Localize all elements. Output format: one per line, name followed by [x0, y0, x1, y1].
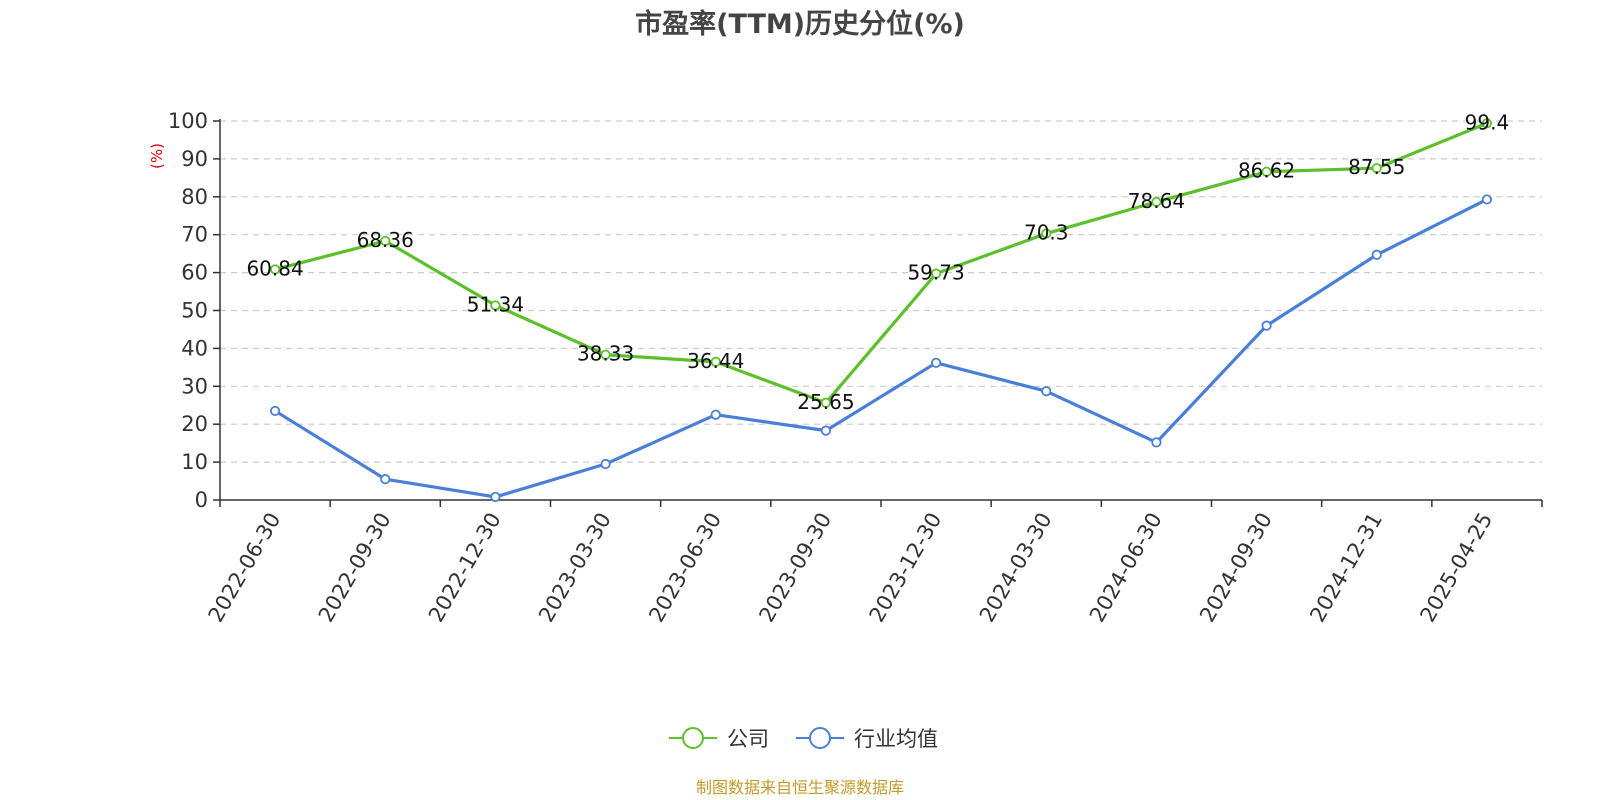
legend-item-1[interactable]: 行业均值 — [796, 727, 938, 751]
y-tick-label: 80 — [181, 185, 208, 209]
data-point — [930, 268, 942, 279]
source-note: 制图数据来自恒生聚源数据库 — [696, 778, 904, 797]
data-point — [1481, 118, 1493, 129]
data-point — [1261, 320, 1272, 331]
x-tick-label: 2024-06-30 — [1085, 509, 1167, 627]
data-label: 59.73 — [907, 261, 964, 285]
data-point — [820, 397, 832, 408]
data-point — [380, 474, 391, 485]
data-labels: 60.84 68.36 51.34 38.33 36.44 25.65 59.73 70.3 7… — [246, 110, 1509, 414]
data-point — [269, 264, 281, 275]
legend-label: 行业均值 — [854, 727, 938, 751]
data-point — [490, 491, 501, 503]
y-tick-label: 30 — [181, 374, 208, 398]
x-tick-label: 2025-04-25 — [1415, 509, 1497, 627]
data-label: 86.62 — [1238, 159, 1295, 183]
data-point — [269, 405, 281, 417]
data-label: 68.36 — [357, 228, 414, 252]
data-label: 60.84 — [246, 256, 303, 280]
x-tick-label: 2023-03-30 — [534, 509, 616, 627]
series-line-0 — [274, 121, 1488, 405]
grid-lines — [220, 120, 1542, 463]
data-label: 87.55 — [1348, 155, 1405, 179]
x-tick-label: 2023-09-30 — [754, 509, 836, 627]
y-tick-label: 70 — [181, 223, 208, 247]
data-point — [710, 409, 721, 420]
x-tick-label: 2022-06-30 — [204, 509, 286, 627]
y-tick-label: 100 — [168, 109, 208, 133]
data-point — [820, 425, 832, 436]
legend-label: 公司 — [727, 727, 769, 751]
data-point — [1041, 386, 1052, 397]
y-tick-label: 90 — [181, 147, 208, 171]
legend-item-0[interactable]: 公司 — [669, 727, 769, 751]
data-label: 51.34 — [467, 292, 524, 316]
data-point — [930, 357, 942, 368]
x-tick-label: 2024-03-30 — [975, 509, 1057, 627]
y-tick-label: 50 — [181, 299, 208, 323]
data-point — [600, 458, 611, 470]
x-tick-label: 2022-12-30 — [424, 509, 506, 627]
x-tick-label: 2022-09-30 — [314, 509, 396, 627]
x-tick-label: 2024-09-30 — [1195, 509, 1277, 627]
data-point — [600, 349, 611, 360]
legend-marker — [809, 727, 831, 749]
data-label: 99.4 — [1465, 110, 1510, 134]
data-label: 78.64 — [1128, 189, 1185, 213]
chart-title: 市盈率(TTM)历史分位(%) — [635, 8, 965, 40]
x-tick-label: 2023-06-30 — [644, 509, 726, 627]
legend-marker — [682, 727, 704, 749]
data-point — [490, 300, 501, 311]
series — [269, 118, 1493, 503]
data-label: 70.3 — [1024, 221, 1069, 245]
y-tick-label: 60 — [181, 261, 208, 285]
data-point — [380, 235, 391, 247]
series-line-1 — [274, 198, 1488, 499]
data-label: 25.65 — [797, 390, 854, 414]
y-axis-label: (%) — [148, 143, 166, 169]
legend[interactable]: 公司 行业均值 — [669, 727, 938, 751]
data-point — [710, 356, 721, 367]
data-label: 38.33 — [577, 342, 634, 366]
y-tick-label: 10 — [181, 450, 208, 474]
data-point — [1041, 228, 1052, 239]
y-tick-label: 40 — [181, 336, 208, 360]
x-tick-label: 2024-12-31 — [1305, 509, 1387, 627]
data-point — [1151, 196, 1162, 208]
data-point — [1371, 163, 1382, 174]
data-point — [1371, 249, 1382, 260]
data-point — [1481, 194, 1493, 205]
y-tick-label: 20 — [181, 412, 208, 436]
data-point — [1151, 437, 1162, 448]
data-point — [1261, 166, 1272, 177]
y-tick-label: 0 — [195, 488, 208, 512]
data-label: 36.44 — [687, 349, 744, 373]
x-tick-label: 2023-12-30 — [865, 509, 947, 627]
